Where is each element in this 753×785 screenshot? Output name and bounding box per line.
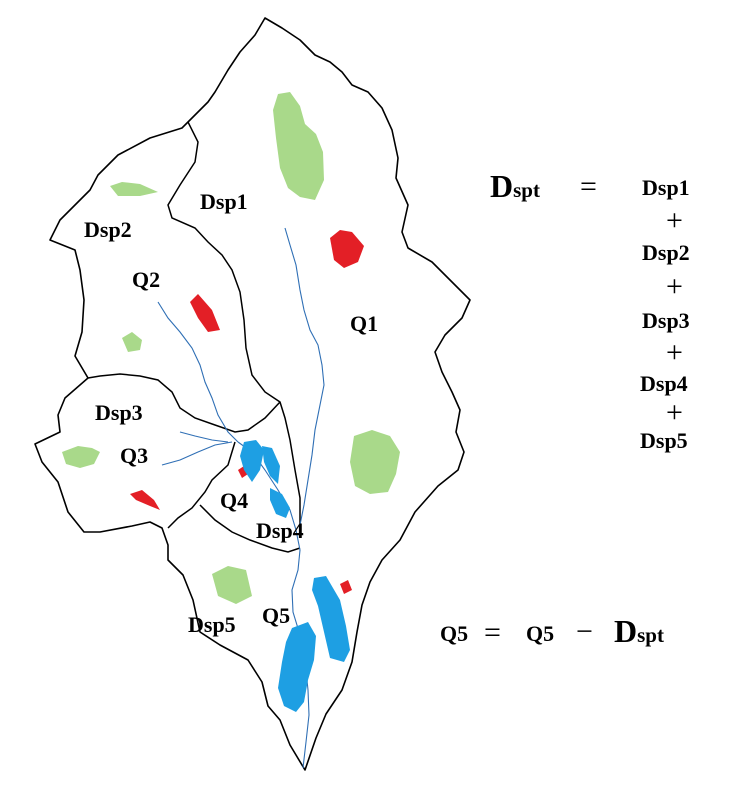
- eq-q5-minus: −: [576, 615, 593, 648]
- watershed-boundary: [34, 17, 471, 771]
- equation-q5: Q5 = Q5 − Dspt: [440, 613, 664, 649]
- label-dsp1: Dsp1: [200, 189, 248, 214]
- label-q2: Q2: [132, 267, 160, 292]
- label-q4: Q4: [220, 488, 248, 513]
- urban-area-dsp5: [340, 580, 352, 594]
- green-area-dsp2-north: [110, 182, 158, 196]
- river-q3: [161, 441, 233, 466]
- urban-area-dsp1: [330, 230, 364, 268]
- eq-plus-1: +: [666, 204, 683, 237]
- label-q5: Q5: [262, 603, 290, 628]
- river-q2: [157, 301, 239, 443]
- label-dsp5: Dsp5: [188, 612, 236, 637]
- eq-q5-rhs-q5: Q5: [526, 621, 554, 646]
- eq-q5-lhs: Q5: [440, 621, 468, 646]
- equation-total: Dspt = Dsp1 + Dsp2 + Dsp3 + Dsp4 + Dsp5: [490, 168, 690, 453]
- green-area-dsp2-south: [122, 332, 142, 352]
- divide-dsp3-dsp4: [167, 441, 236, 529]
- urban-area-dsp2: [190, 294, 220, 332]
- eq-term-4: Dsp4: [640, 371, 688, 396]
- lake-dsp4-east: [262, 446, 280, 484]
- eq-plus-2: +: [666, 270, 683, 303]
- eq-plus-3: +: [666, 336, 683, 369]
- eq-total-equals: =: [580, 170, 597, 203]
- lake-dsp5-west: [278, 622, 316, 712]
- eq-term-3: Dsp3: [642, 308, 690, 333]
- eq-plus-4: +: [666, 396, 683, 429]
- label-dsp2: Dsp2: [84, 217, 132, 242]
- green-area-dsp3: [62, 446, 100, 468]
- label-q1: Q1: [350, 311, 378, 336]
- river-q1: [284, 227, 325, 526]
- eq-q5-equals: =: [484, 616, 501, 649]
- eq-term-1: Dsp1: [642, 175, 690, 200]
- eq-term-2: Dsp2: [642, 240, 690, 265]
- river-main: [237, 441, 310, 769]
- divide-dsp1-dsp2: [167, 121, 301, 525]
- lake-dsp4-west: [240, 440, 264, 482]
- green-area-dsp5: [212, 566, 252, 604]
- label-dsp3: Dsp3: [95, 400, 143, 425]
- eq-total-lhs: Dspt: [490, 168, 540, 204]
- divide-dsp2-dsp3: [87, 373, 281, 433]
- urban-area-dsp3: [130, 490, 160, 510]
- lake-dsp5-east: [312, 576, 350, 662]
- eq-q5-rhs-dspt: Dspt: [614, 613, 664, 649]
- divide-dsp4-dsp5: [199, 504, 301, 553]
- green-area-dsp1-north: [273, 92, 324, 200]
- lake-dsp4-south: [270, 488, 290, 518]
- green-area-dsp1-south: [350, 430, 400, 494]
- label-q3: Q3: [120, 443, 148, 468]
- river-q3-trib: [179, 431, 229, 443]
- eq-term-5: Dsp5: [640, 428, 688, 453]
- label-dsp4: Dsp4: [256, 518, 304, 543]
